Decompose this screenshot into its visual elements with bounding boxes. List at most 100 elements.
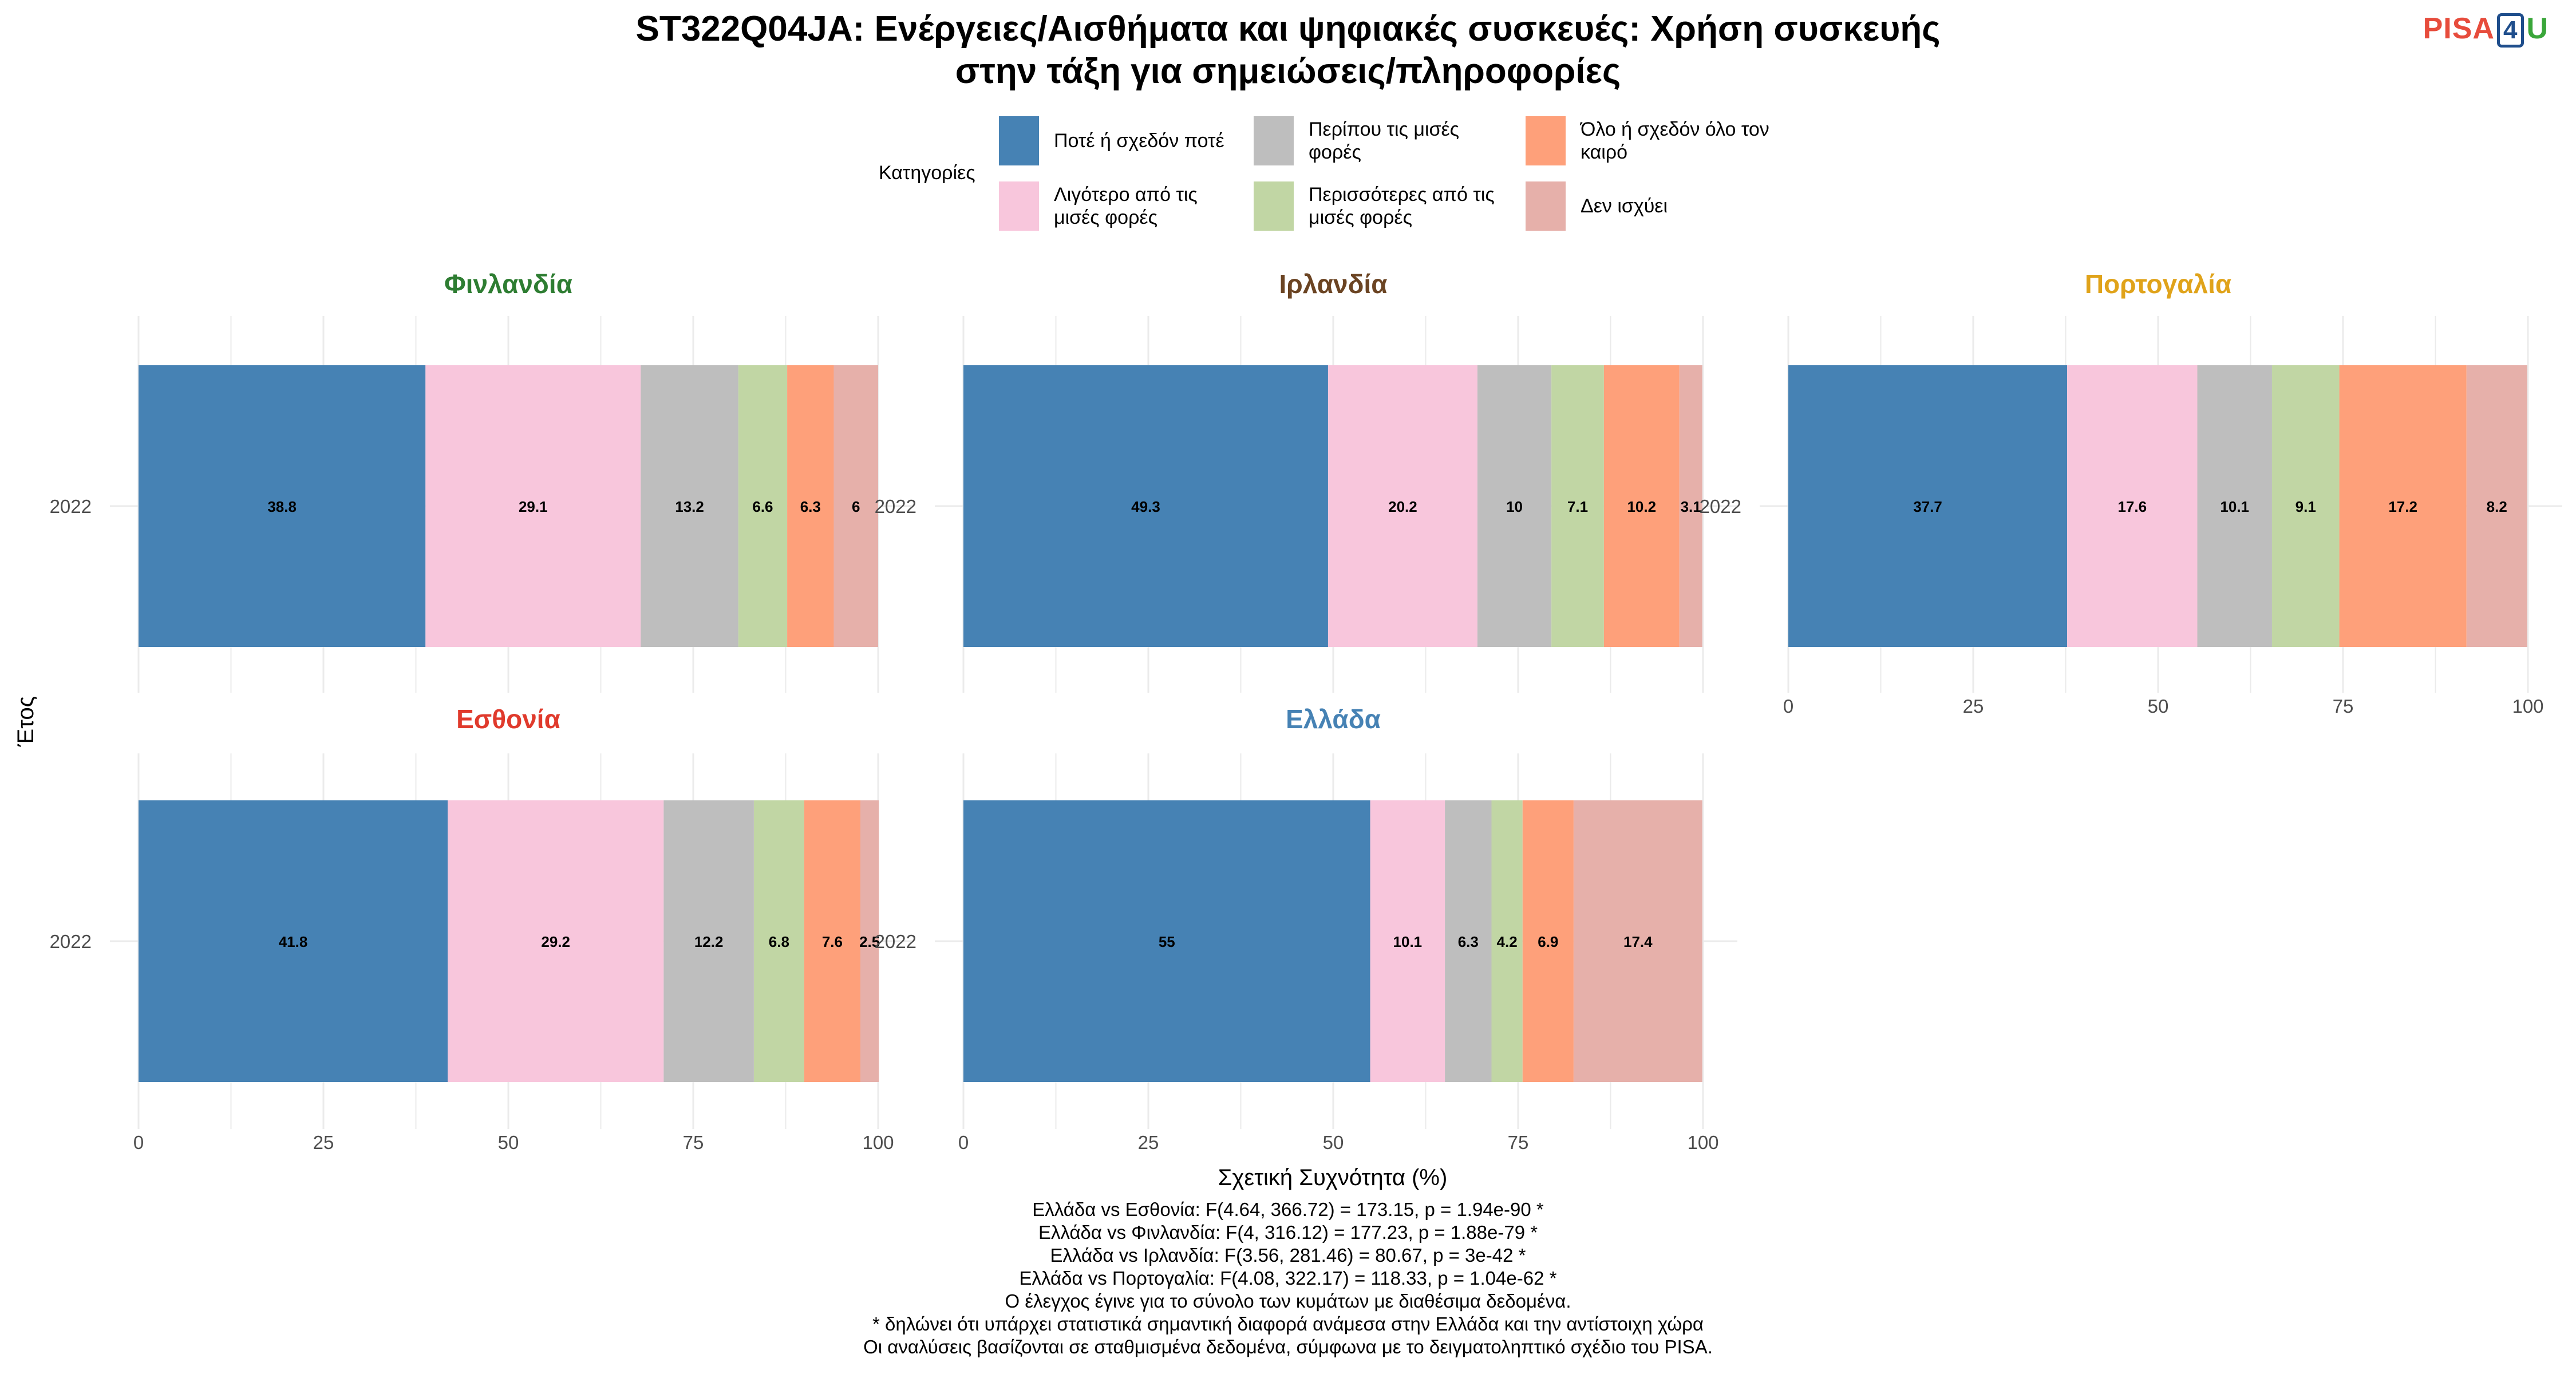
chart-title-line-2: στην τάξη για σημειώσεις/πληροφορίες	[955, 52, 1621, 91]
bar-segment-ελλαδα-5	[1573, 800, 1702, 1082]
x-tick-label: 75	[683, 1132, 704, 1153]
bar-segment-πορτογαλια-0	[1788, 365, 2068, 647]
footnote-weights: Οι αναλύσεις βασίζονται σε σταθμισμένα δ…	[863, 1336, 1713, 1357]
data-label: 10.1	[1393, 933, 1423, 950]
bar-segment-ιρλανδια-0	[963, 365, 1328, 647]
bar-segment-ελλαδα-0	[963, 800, 1370, 1082]
bar-segment-ελλαδα-2	[1445, 800, 1492, 1082]
x-tick-label: 25	[1138, 1132, 1159, 1153]
data-label: 9.1	[2296, 498, 2316, 515]
data-label: 2.5	[859, 933, 880, 950]
legend-swatch	[1526, 116, 1566, 165]
bar-segment-ιρλανδια-1	[1327, 365, 1477, 647]
bar-segment-φινλανδια-4	[787, 365, 834, 647]
data-label: 49.3	[1131, 498, 1160, 515]
data-label: 12.2	[694, 933, 724, 950]
bar-segment-φινλανδια-0	[139, 365, 426, 647]
bar-segment-φινλανδια-2	[641, 365, 738, 647]
data-label: 38.8	[267, 498, 297, 515]
bar-segment-ελλαδα-4	[1522, 800, 1574, 1082]
data-label: 55	[1159, 933, 1175, 950]
legend-swatch	[999, 181, 1039, 231]
data-label: 17.6	[2117, 498, 2147, 515]
legend-label: Ποτέ ή σχεδόν ποτέ	[1054, 130, 1224, 152]
data-label: 13.2	[675, 498, 704, 515]
data-label: 10.1	[2220, 498, 2249, 515]
legend-swatch	[999, 116, 1039, 165]
x-tick-label: 75	[1508, 1132, 1529, 1153]
x-tick-label: 50	[1323, 1132, 1344, 1153]
data-label: 37.7	[1913, 498, 1942, 515]
y-tick-label: 2022	[50, 496, 92, 517]
bar-segment-εσθονια-1	[448, 800, 664, 1082]
bar-segment-φινλανδια-5	[833, 365, 878, 647]
data-label: 10	[1506, 498, 1523, 515]
x-tick-label: 50	[2148, 696, 2169, 717]
data-label: 6.3	[800, 498, 821, 515]
chart-title-line-1: ST322Q04JA: Ενέργειες/Αισθήματα και ψηφι…	[635, 9, 1941, 49]
data-label: 17.2	[2388, 498, 2417, 515]
x-tick-label: 25	[313, 1132, 334, 1153]
x-tick-label: 0	[133, 1132, 144, 1153]
y-tick-label: 2022	[50, 931, 92, 952]
bar-segment-ιρλανδια-2	[1477, 365, 1552, 647]
panel-title-ελλαδα: Ελλάδα	[1286, 704, 1381, 734]
data-label: 17.4	[1623, 933, 1653, 950]
bar-segment-ελλαδα-3	[1491, 800, 1523, 1082]
x-tick-label: 0	[1783, 696, 1793, 717]
y-tick-label: 2022	[875, 931, 916, 952]
x-tick-label: 100	[862, 1132, 894, 1153]
bar-segment-εσθονια-3	[753, 800, 804, 1082]
bar-segment-ιρλανδια-3	[1551, 365, 1604, 647]
data-label: 6.9	[1538, 933, 1558, 950]
legend-item-less-than-half: Λιγότερο από τις μισές φορές	[999, 181, 1243, 231]
data-label: 3.1	[1681, 498, 1701, 515]
x-axis-title: Σχετική Συχνότητα (%)	[1218, 1165, 1448, 1190]
data-label: 6.6	[752, 498, 773, 515]
legend-item-more-than-half: Περισσότερες από τις μισές φορές	[1254, 181, 1498, 231]
data-label: 41.8	[279, 933, 308, 950]
bar-segment-πορτογαλια-5	[2466, 365, 2527, 647]
panel-title-φινλανδια: Φινλανδία	[444, 269, 572, 299]
bar-segment-ελλαδα-1	[1370, 800, 1445, 1082]
bar-segment-ιρλανδια-5	[1679, 365, 1702, 647]
footnote-test-portugal: Ελλάδα vs Πορτογαλία: F(4.08, 322.17) = …	[1019, 1268, 1557, 1289]
bar-segment-εσθονια-5	[860, 800, 879, 1082]
panel-title-ιρλανδια: Ιρλανδία	[1279, 269, 1387, 299]
bar-segment-πορτογαλια-2	[2197, 365, 2272, 647]
footnote-significance: * δηλώνει ότι υπάρχει στατιστικά σημαντι…	[872, 1313, 1704, 1334]
bar-segment-εσθονια-2	[663, 800, 754, 1082]
bar-segment-ιρλανδια-4	[1603, 365, 1680, 647]
data-label: 29.2	[541, 933, 570, 950]
legend-label: Λιγότερο από τις μισές φορές	[1054, 184, 1198, 228]
chart-title: ST322Q04JA: Ενέργειες/Αισθήματα και ψηφι…	[0, 8, 2576, 93]
bar-segment-φινλανδια-1	[425, 365, 641, 647]
legend-label: Δεν ισχύει	[1581, 195, 1668, 217]
bar-segment-εσθονια-4	[804, 800, 860, 1082]
data-label: 20.2	[1388, 498, 1417, 515]
legend-item-never: Ποτέ ή σχεδόν ποτέ	[999, 116, 1243, 165]
data-label: 10.2	[1627, 498, 1656, 515]
footnote-test-finland: Ελλάδα vs Φινλανδία: F(4, 316.12) = 177.…	[1038, 1222, 1538, 1243]
data-label: 4.2	[1497, 933, 1518, 950]
x-tick-label: 0	[958, 1132, 969, 1153]
data-label: 7.6	[822, 933, 843, 950]
legend-title: Κατηγορίες	[879, 162, 975, 184]
x-tick-label: 100	[2512, 696, 2543, 717]
x-tick-label: 100	[1687, 1132, 1718, 1153]
data-label: 6	[852, 498, 860, 515]
y-axis-title: Έτος	[13, 696, 38, 747]
pisa4u-logo: PISA 4 U	[2423, 11, 2549, 48]
data-label: 6.8	[769, 933, 789, 950]
legend-label: Περισσότερες από τις μισές φορές	[1309, 184, 1495, 228]
data-label: 7.1	[1567, 498, 1588, 515]
legend-item-about-half: Περίπου τις μισές φορές	[1254, 116, 1498, 165]
y-tick-label: 2022	[1700, 496, 1741, 517]
bar-segment-εσθονια-0	[139, 800, 448, 1082]
legend-item-always: Όλο ή σχεδόν όλο τον καιρό	[1526, 116, 1769, 165]
bar-segment-φινλανδια-3	[738, 365, 788, 647]
bar-segment-πορτογαλια-3	[2271, 365, 2340, 647]
footnote-test-scope: Ο έλεγχος έγινε για το σύνολο των κυμάτω…	[1005, 1290, 1571, 1312]
data-label: 29.1	[519, 498, 548, 515]
